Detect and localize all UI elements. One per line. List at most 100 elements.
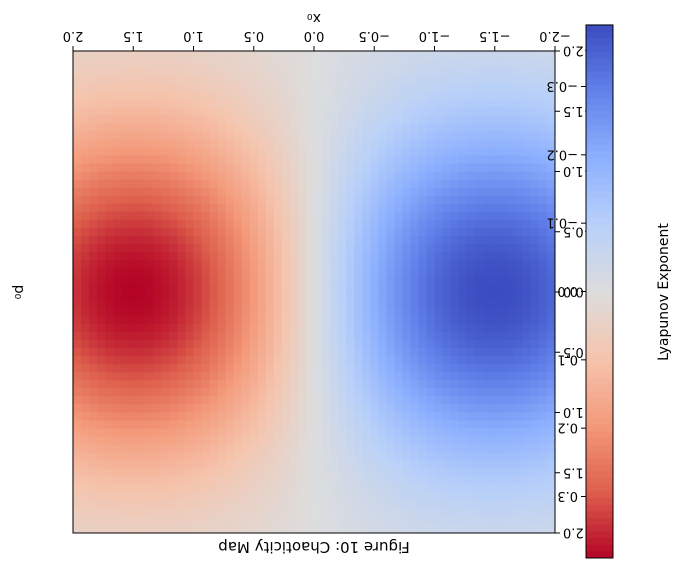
heatmap-cell: [369, 243, 379, 252]
heatmap-cell: [401, 251, 411, 260]
heatmap-cell: [249, 154, 258, 164]
heatmap-cell: [273, 299, 282, 309]
heatmap-cell: [482, 331, 491, 341]
heatmap-cell: [305, 251, 314, 260]
heatmap-cell: [466, 98, 475, 108]
heatmap-cell: [417, 411, 427, 421]
heatmap-cell: [474, 122, 483, 132]
heatmap-cell: [273, 476, 282, 485]
heatmap-cell: [385, 267, 395, 276]
heatmap-cell: [257, 170, 266, 180]
colorbar-segment: [586, 424, 613, 432]
heatmap-cell: [136, 339, 146, 349]
heatmap-cell: [377, 114, 387, 124]
heatmap-cell: [530, 267, 539, 276]
heatmap-cell: [136, 307, 146, 317]
heatmap-cell: [482, 114, 491, 124]
heatmap-cell: [225, 162, 234, 172]
heatmap-cell: [80, 267, 90, 276]
heatmap-cell: [112, 444, 122, 453]
heatmap-cell: [273, 138, 282, 148]
heatmap-cell: [377, 138, 387, 148]
heatmap-cell: [458, 195, 467, 204]
heatmap-cell: [377, 476, 387, 485]
heatmap-cell: [522, 363, 531, 373]
heatmap-cell: [337, 106, 347, 116]
heatmap-cell: [160, 500, 170, 509]
heatmap-cell: [393, 516, 403, 525]
heatmap-cell: [233, 170, 242, 180]
heatmap-cell: [112, 90, 122, 100]
heatmap-cell: [289, 460, 298, 469]
heatmap-cell: [522, 122, 531, 132]
heatmap-cell: [530, 419, 539, 429]
heatmap-cell: [409, 436, 419, 445]
heatmap-cell: [160, 211, 170, 220]
heatmap-cell: [297, 524, 306, 533]
heatmap-cell: [265, 219, 274, 228]
heatmap-cell: [393, 403, 403, 413]
heatmap-cell: [313, 468, 323, 477]
heatmap-cell: [168, 219, 178, 228]
heatmap-cell: [329, 227, 339, 236]
heatmap-cell: [385, 307, 395, 317]
heatmap-cell: [538, 98, 547, 108]
heatmap-cell: [112, 211, 122, 220]
heatmap-cell: [474, 90, 483, 100]
heatmap-cell: [466, 211, 475, 220]
heatmap-cell: [329, 395, 339, 405]
heatmap-cell: [369, 227, 379, 236]
heatmap-cell: [466, 227, 475, 236]
heatmap-cell: [329, 138, 339, 148]
heatmap-cell: [313, 267, 323, 276]
heatmap-cell: [257, 516, 266, 525]
heatmap-cell: [514, 331, 523, 341]
heatmap-cell: [233, 484, 242, 493]
heatmap-cell: [233, 162, 242, 172]
heatmap-cell: [490, 508, 499, 517]
heatmap-cell: [257, 227, 266, 236]
heatmap-cell: [152, 162, 162, 172]
heatmap-cell: [490, 516, 499, 525]
heatmap-cell: [546, 130, 555, 140]
heatmap-cell: [104, 387, 114, 397]
heatmap-cell: [152, 146, 162, 156]
heatmap-cell: [96, 371, 106, 381]
heatmap-cell: [385, 339, 395, 349]
heatmap-cell: [289, 114, 298, 124]
heatmap-cell: [433, 219, 443, 228]
heatmap-cell: [88, 427, 98, 437]
heatmap-cell: [289, 259, 298, 268]
heatmap-cell: [208, 186, 218, 196]
heatmap-cell: [490, 355, 499, 365]
heatmap-cell: [96, 387, 106, 397]
heatmap-cell: [441, 427, 451, 437]
heatmap-cell: [482, 90, 491, 100]
heatmap-cell: [144, 98, 154, 108]
heatmap-cell: [233, 106, 242, 116]
heatmap-cell: [353, 74, 363, 84]
heatmap-cell: [289, 508, 298, 517]
heatmap-cell: [168, 267, 178, 276]
heatmap-cell: [128, 90, 138, 100]
heatmap-cell: [377, 154, 387, 164]
colorbar-segment: [586, 190, 613, 199]
heatmap-cell: [506, 371, 515, 381]
heatmap-cell: [305, 371, 314, 381]
heatmap-cell: [498, 66, 507, 76]
heatmap-cell: [152, 227, 162, 236]
heatmap-cell: [506, 162, 515, 172]
heatmap-cell: [289, 122, 298, 132]
heatmap-cell: [490, 178, 499, 188]
heatmap-cell: [168, 251, 178, 260]
heatmap-cell: [337, 516, 347, 525]
heatmap-cell: [369, 114, 379, 124]
heatmap-cell: [104, 323, 114, 333]
heatmap-cell: [281, 275, 290, 284]
heatmap-cell: [289, 436, 298, 445]
heatmap-cell: [112, 170, 122, 180]
heatmap-cell: [385, 427, 395, 437]
heatmap-cell: [249, 411, 258, 421]
heatmap-cell: [289, 315, 298, 325]
